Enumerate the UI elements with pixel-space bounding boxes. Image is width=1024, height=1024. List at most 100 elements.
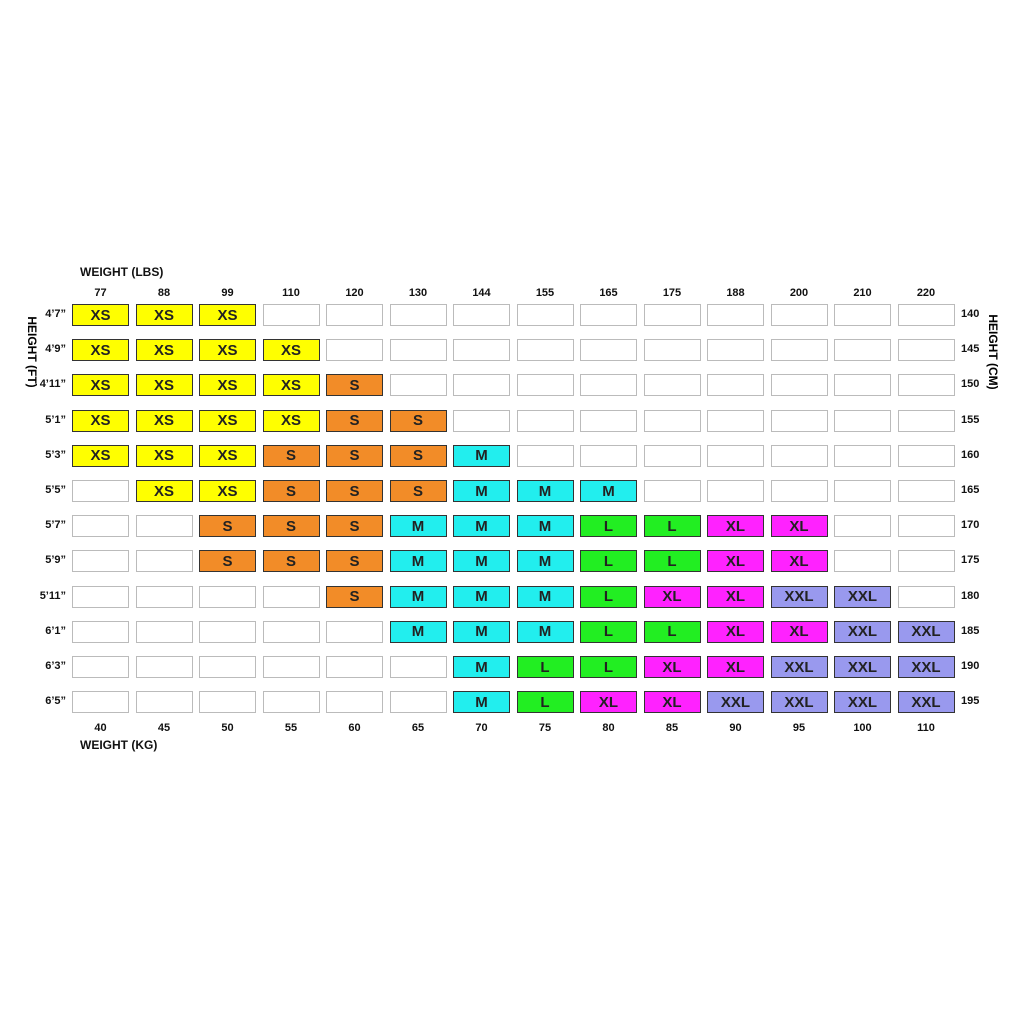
height-ft: 5’5”: [45, 484, 66, 496]
empty-cell: [72, 550, 129, 573]
size-cell: M: [389, 620, 447, 643]
size-cell: XL: [707, 656, 764, 678]
weight-kg: 50: [221, 722, 234, 734]
weight-lbs: 210: [853, 287, 872, 299]
weight-kg: 55: [284, 722, 298, 734]
empty-cell: [453, 304, 510, 326]
weight-kg: 70: [475, 722, 488, 734]
height-cm: 180: [961, 589, 980, 602]
size-cell: XL: [643, 585, 701, 608]
empty-cell: [389, 339, 447, 362]
size-cell: XXL: [834, 585, 891, 608]
empty-cell: [326, 339, 383, 362]
empty-cell: [453, 409, 510, 432]
size-cell: L: [580, 550, 637, 573]
empty-cell: [516, 304, 574, 326]
size-cell: XS: [199, 339, 256, 362]
size-cell: M: [453, 550, 510, 573]
empty-cell: [834, 444, 891, 467]
height-cm: 150: [961, 378, 980, 391]
empty-cell: [834, 339, 891, 362]
size-cell: L: [580, 656, 637, 678]
height-cm: 160: [961, 448, 980, 461]
empty-cell: [834, 480, 891, 502]
empty-cell: [72, 656, 129, 678]
size-cell: XXL: [834, 620, 891, 643]
size-cell: L: [516, 691, 574, 714]
height-cm: 185: [961, 624, 980, 637]
weight-lbs: 165: [599, 287, 618, 299]
empty-cell: [135, 620, 193, 643]
weight-kg: 95: [792, 722, 806, 734]
size-cell: XL: [707, 550, 764, 573]
empty-cell: [834, 550, 891, 573]
size-cell: XXL: [897, 691, 955, 714]
empty-cell: [389, 374, 447, 397]
size-cell: S: [262, 444, 320, 467]
weight-lbs: 88: [157, 287, 171, 299]
empty-cell: [135, 515, 193, 538]
size-cell: S: [262, 480, 320, 502]
size-cell: M: [453, 656, 510, 678]
height-ft: 4’7”: [45, 308, 66, 320]
empty-cell: [199, 656, 256, 678]
empty-cell: [897, 585, 955, 608]
empty-cell: [897, 444, 955, 467]
empty-cell: [580, 374, 637, 397]
size-cell: XS: [262, 339, 320, 362]
size-cell: S: [326, 480, 383, 502]
weight-kg: 85: [665, 722, 679, 734]
size-cell: XL: [643, 691, 701, 714]
weight-lbs: 188: [726, 287, 745, 299]
size-cell: XS: [262, 374, 320, 397]
empty-cell: [135, 550, 193, 573]
empty-cell: [897, 339, 955, 362]
empty-cell: [580, 409, 637, 432]
weight-kg: 75: [538, 722, 552, 734]
empty-cell: [326, 691, 383, 714]
empty-cell: [707, 304, 764, 326]
empty-cell: [135, 656, 193, 678]
empty-cell: [707, 339, 764, 362]
size-cell: M: [580, 480, 637, 502]
size-cell: S: [326, 444, 383, 467]
size-cell: XS: [199, 374, 256, 397]
weight-kg-label: WEIGHT (KG): [80, 738, 158, 752]
empty-cell: [770, 409, 828, 432]
empty-cell: [516, 409, 574, 432]
height-ft: 5’11”: [39, 589, 66, 602]
size-cell: M: [389, 550, 447, 573]
size-cell: XS: [72, 444, 129, 467]
height-ft: 6’3”: [45, 660, 66, 672]
height-cm: 190: [961, 660, 980, 672]
weight-kg: 90: [729, 722, 742, 734]
empty-cell: [707, 444, 764, 467]
weight-kg: 40: [94, 722, 107, 734]
empty-cell: [770, 374, 828, 397]
weight-lbs: 130: [408, 287, 428, 299]
size-cell: L: [516, 656, 574, 678]
empty-cell: [834, 304, 891, 326]
empty-cell: [516, 444, 574, 467]
empty-cell: [453, 339, 510, 362]
empty-cell: [199, 585, 256, 608]
height-cm: 195: [961, 695, 980, 708]
empty-cell: [262, 656, 320, 678]
size-cell: XS: [199, 304, 256, 326]
weight-kg: 60: [348, 722, 361, 734]
empty-cell: [770, 339, 828, 362]
weight-kg: 100: [853, 722, 872, 734]
empty-cell: [580, 339, 637, 362]
weight-lbs: 175: [662, 287, 682, 299]
size-cell: S: [326, 409, 383, 432]
height-ft: 6’1”: [45, 624, 66, 637]
size-cell: XL: [770, 620, 828, 643]
empty-cell: [643, 480, 701, 502]
empty-cell: [262, 304, 320, 326]
height-cm: 175: [961, 554, 980, 567]
empty-cell: [643, 374, 701, 397]
empty-cell: [326, 620, 383, 643]
weight-lbs: 99: [221, 287, 234, 299]
size-cell: XXL: [834, 691, 891, 714]
size-cell: L: [643, 620, 701, 643]
